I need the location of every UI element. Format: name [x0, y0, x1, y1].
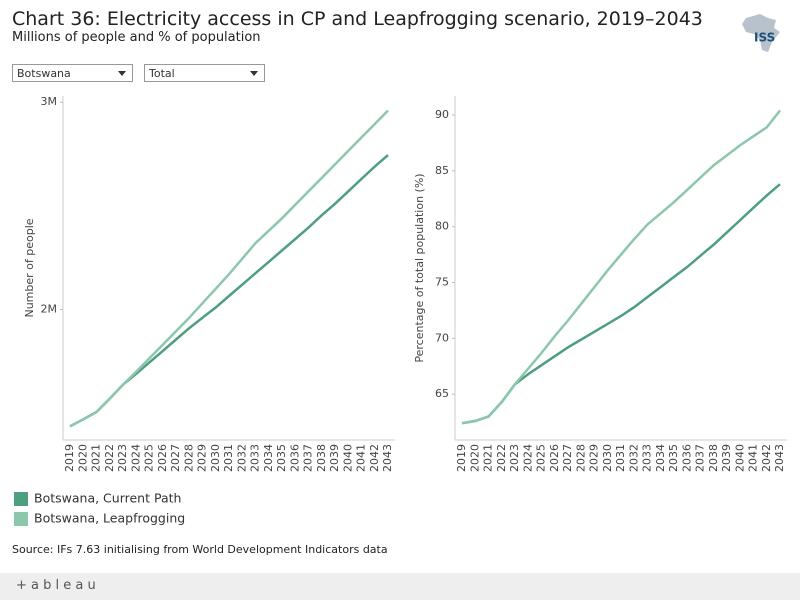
x-tick-label: 2030: [601, 444, 614, 472]
x-tick-label: 2022: [495, 444, 508, 472]
x-tick-label: 2025: [143, 444, 156, 472]
x-tick-label: 2040: [341, 444, 354, 472]
x-tick-label: 2040: [733, 444, 746, 472]
y-tick-label: 75: [435, 276, 449, 289]
x-tick-label: 2028: [182, 444, 195, 472]
x-tick-label: 2043: [773, 444, 786, 472]
x-tick-label: 2023: [116, 444, 129, 472]
x-tick-label: 2019: [455, 444, 468, 472]
y-tick-label: 80: [435, 220, 449, 233]
country-filter[interactable]: Botswana: [12, 64, 133, 82]
y-tick-label: 65: [435, 387, 449, 400]
source: Source: IFs 7.63 initialising from World…: [12, 543, 388, 556]
measure-filter[interactable]: Total: [144, 64, 265, 82]
x-tick-label: 2039: [720, 444, 733, 472]
x-tick-label: 2038: [707, 444, 720, 472]
y-tick-label: 90: [435, 108, 449, 121]
x-tick-label: 2026: [548, 444, 561, 472]
x-tick-label: 2035: [275, 444, 288, 472]
x-tick-label: 2025: [535, 444, 548, 472]
x-tick-label: 2029: [588, 444, 601, 472]
x-tick-label: 2034: [654, 444, 667, 472]
legend-swatch: [14, 512, 28, 526]
legend-label: Botswana, Current Path: [34, 491, 181, 506]
series-line: [69, 109, 389, 428]
title: Chart 36: Electricity access in CP and L…: [12, 8, 703, 30]
x-tick-label: 2038: [315, 444, 328, 472]
x-tick-label: 2042: [368, 444, 381, 472]
x-tick-label: 2034: [262, 444, 275, 472]
x-tick-label: 2020: [76, 444, 89, 472]
x-tick-label: 2041: [747, 444, 760, 472]
x-tick-label: 2019: [63, 444, 76, 472]
y-tick-label: 70: [435, 331, 449, 344]
x-tick-label: 2027: [169, 444, 182, 472]
x-tick-label: 2036: [288, 444, 301, 472]
x-tick-label: 2021: [90, 444, 103, 472]
y-tick-label: 85: [435, 164, 449, 177]
x-tick-label: 2024: [129, 444, 142, 472]
x-tick-label: 2020: [468, 444, 481, 472]
x-tick-label: 2039: [328, 444, 341, 472]
x-tick-label: 2031: [614, 444, 627, 472]
x-tick-label: 2033: [249, 444, 262, 472]
x-tick-label: 2033: [641, 444, 654, 472]
x-tick-label: 2035: [667, 444, 680, 472]
y-axis-label: Number of people: [23, 218, 36, 317]
series-line: [461, 183, 781, 425]
logo-map: [742, 14, 780, 52]
x-tick-label: 2027: [561, 444, 574, 472]
subtitle: Millions of people and % of population: [12, 30, 261, 45]
x-tick-label: 2041: [355, 444, 368, 472]
logo-text: ISS: [754, 31, 775, 45]
x-tick-label: 2029: [196, 444, 209, 472]
y-tick-label: 2M: [41, 302, 58, 315]
x-tick-label: 2037: [694, 444, 707, 472]
footer-logo: + a b l e a u: [16, 578, 96, 593]
x-tick-label: 2023: [508, 444, 521, 472]
footer-bar: + a b l e a u: [0, 573, 800, 600]
y-tick-label: 3M: [41, 95, 58, 108]
x-tick-label: 2042: [760, 444, 773, 472]
x-tick-label: 2026: [156, 444, 169, 472]
logo: ISS: [742, 14, 780, 52]
x-tick-label: 2032: [627, 444, 640, 472]
x-tick-label: 2043: [381, 444, 394, 472]
x-tick-label: 2037: [302, 444, 315, 472]
legend-label: Botswana, Leapfrogging: [34, 511, 185, 526]
series-line: [461, 109, 781, 425]
x-tick-label: 2031: [222, 444, 235, 472]
x-tick-label: 2021: [482, 444, 495, 472]
x-tick-label: 2028: [574, 444, 587, 472]
y-axis-label: Percentage of total population (%): [413, 173, 426, 362]
x-tick-label: 2036: [680, 444, 693, 472]
x-tick-label: 2032: [235, 444, 248, 472]
x-tick-label: 2024: [521, 444, 534, 472]
series-line: [69, 154, 389, 428]
x-tick-label: 2030: [209, 444, 222, 472]
x-tick-label: 2022: [103, 444, 116, 472]
legend-swatch: [14, 492, 28, 506]
